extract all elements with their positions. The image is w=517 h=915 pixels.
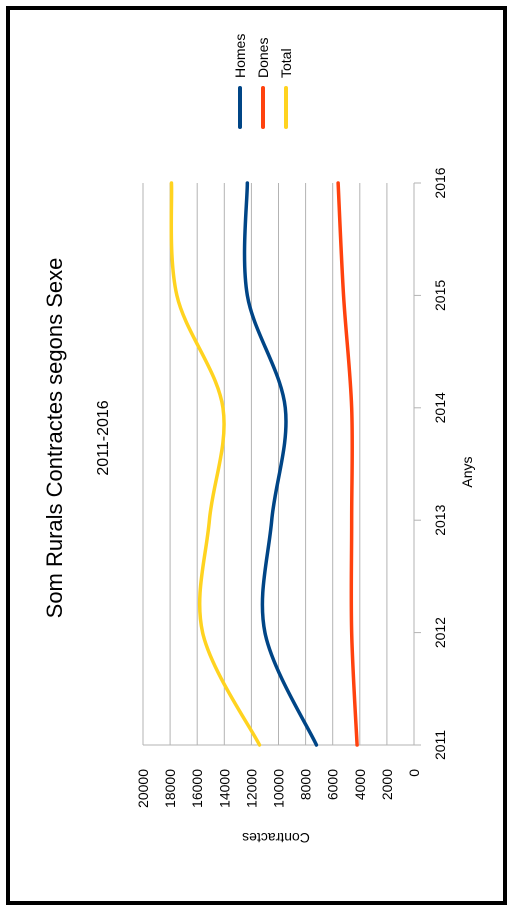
series-line-homes (242, 181, 319, 747)
x-tick-label: 2014 (432, 392, 448, 423)
y-tick-label: 2000 (379, 769, 395, 800)
series-layer (169, 181, 359, 747)
y-tick-label: 10000 (271, 769, 287, 808)
y-tick-label: 18000 (162, 769, 178, 808)
x-tick-label: 2013 (432, 504, 448, 535)
y-tick-label: 14000 (216, 769, 232, 808)
x-tick-label: 2012 (432, 617, 448, 648)
legend-label-homes: Homes (232, 34, 248, 78)
x-tick-label: 2016 (432, 167, 448, 198)
y-tick-label: 4000 (352, 769, 368, 800)
legend-label-dones: Dones (255, 38, 271, 78)
x-axis-label: Anys (459, 456, 475, 487)
y-axis-label: Contractes (242, 830, 310, 846)
y-tick-label: 8000 (298, 769, 314, 800)
legend: Homes Dones Total (232, 34, 294, 129)
chart-subtitle: 2011-2016 (95, 400, 112, 475)
series-line-dones (336, 181, 359, 747)
x-tick-label: 2015 (432, 280, 448, 311)
x-tick-label: 2011 (432, 730, 448, 760)
y-tick-label: 6000 (325, 769, 341, 800)
y-tick-label: 20000 (135, 769, 151, 808)
legend-label-total: Total (278, 48, 294, 78)
plot-area (142, 183, 415, 746)
chart-frame (6, 6, 507, 905)
series-line-total (169, 181, 262, 747)
ticks-layer: 0 2000 4000 6000 8000 10000 12000 14000 16000 180… (135, 167, 448, 808)
y-tick-label: 12000 (243, 769, 259, 808)
y-tick-label: 16000 (189, 769, 205, 808)
chart-title: Som Rurals Contractes segons Sexe (42, 258, 67, 619)
y-tick-label: 0 (406, 769, 422, 777)
